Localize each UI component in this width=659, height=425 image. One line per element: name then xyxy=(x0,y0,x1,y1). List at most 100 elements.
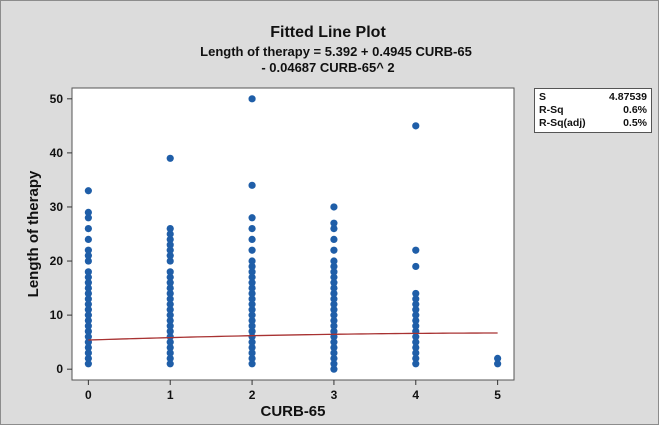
data-point xyxy=(84,316,92,325)
data-point xyxy=(248,327,256,335)
data-point xyxy=(412,262,420,271)
data-point xyxy=(166,333,174,341)
data-point xyxy=(248,257,256,265)
x-tick-label: 0 xyxy=(85,388,92,402)
data-point xyxy=(84,273,92,281)
y-tick-label: 40 xyxy=(50,146,64,160)
data-point xyxy=(248,349,256,357)
data-point xyxy=(412,306,420,314)
x-tick-label: 1 xyxy=(167,388,174,402)
data-point xyxy=(412,354,420,362)
data-point xyxy=(84,257,92,265)
data-point xyxy=(494,354,502,362)
data-point xyxy=(330,273,338,281)
data-point xyxy=(330,354,338,362)
stats-value: 0.6% xyxy=(623,104,647,116)
y-tick-label: 30 xyxy=(50,200,64,214)
data-point xyxy=(330,257,338,265)
data-point xyxy=(248,289,256,298)
data-point xyxy=(166,360,174,368)
data-point xyxy=(330,289,338,298)
data-point xyxy=(84,224,92,233)
data-point xyxy=(84,284,92,292)
data-point xyxy=(330,224,338,233)
data-point xyxy=(330,316,338,325)
data-point xyxy=(330,268,338,276)
data-point xyxy=(412,295,420,303)
stats-row-rsq-adj: R-Sq(adj) 0.5% xyxy=(539,117,647,130)
data-point xyxy=(248,306,256,314)
data-point xyxy=(166,268,174,276)
data-point xyxy=(248,322,256,330)
data-point xyxy=(330,219,338,227)
data-point xyxy=(166,338,174,346)
y-tick-label: 10 xyxy=(50,308,64,322)
data-point xyxy=(84,279,92,287)
data-point xyxy=(412,122,420,130)
data-point xyxy=(330,295,338,303)
data-point xyxy=(166,316,174,325)
data-point xyxy=(330,338,338,346)
y-axis: 0 10 20 30 40 50 xyxy=(50,92,72,376)
data-point xyxy=(330,262,338,271)
data-point xyxy=(166,224,174,233)
data-point xyxy=(248,246,256,254)
data-point xyxy=(412,322,420,330)
data-point xyxy=(84,360,92,368)
data-point xyxy=(330,311,338,319)
data-point xyxy=(248,235,256,244)
data-point xyxy=(166,322,174,330)
data-point xyxy=(412,343,420,352)
x-tick-label: 2 xyxy=(249,388,256,402)
stats-value: 4.87539 xyxy=(609,91,647,103)
data-point xyxy=(412,349,420,357)
data-point xyxy=(248,338,256,346)
data-point xyxy=(166,284,174,292)
chart-subtitle-line1: Length of therapy = 5.392 + 0.4945 CURB-… xyxy=(200,44,472,59)
data-point xyxy=(248,295,256,303)
data-point xyxy=(412,300,420,308)
data-point xyxy=(248,224,256,233)
chart-title: Fitted Line Plot xyxy=(270,24,386,41)
data-point xyxy=(84,246,92,254)
data-point xyxy=(84,306,92,314)
data-point xyxy=(330,343,338,352)
data-point xyxy=(166,289,174,298)
data-point xyxy=(84,289,92,298)
data-point xyxy=(84,252,92,260)
stats-label: R-Sq(adj) xyxy=(539,117,586,129)
data-point xyxy=(412,246,420,254)
data-point xyxy=(166,257,174,265)
data-point xyxy=(248,333,256,341)
data-point xyxy=(84,295,92,303)
x-tick-label: 3 xyxy=(331,388,338,402)
data-point xyxy=(330,322,338,330)
data-point xyxy=(248,262,256,271)
data-point xyxy=(166,311,174,319)
data-point xyxy=(166,241,174,249)
x-tick-label: 4 xyxy=(412,388,419,402)
data-point xyxy=(248,273,256,281)
stats-value: 0.5% xyxy=(623,117,647,129)
data-point xyxy=(412,316,420,325)
data-point xyxy=(166,300,174,308)
data-point xyxy=(412,360,420,368)
data-point xyxy=(494,360,502,368)
data-point xyxy=(412,338,420,346)
data-point xyxy=(84,187,92,195)
stats-row-s: S 4.87539 xyxy=(539,91,647,104)
y-tick-label: 0 xyxy=(56,362,63,376)
data-point xyxy=(330,246,338,254)
stats-label: R-Sq xyxy=(539,104,564,116)
data-point xyxy=(248,316,256,325)
data-point xyxy=(84,354,92,362)
stats-label: S xyxy=(539,91,547,103)
data-point xyxy=(84,235,92,244)
data-point xyxy=(248,284,256,292)
data-point xyxy=(166,295,174,303)
data-point xyxy=(330,203,338,211)
y-tick-label: 20 xyxy=(50,254,64,268)
data-point xyxy=(166,230,174,238)
data-point xyxy=(84,343,92,352)
